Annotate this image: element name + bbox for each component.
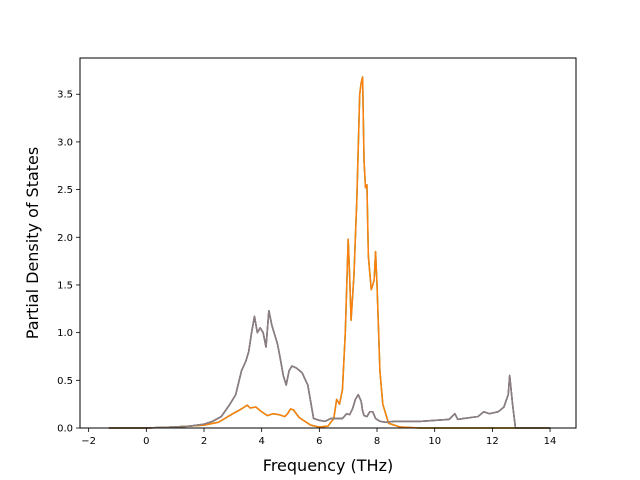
x-tick-label: 6 [316,436,322,447]
series-line-3 [108,76,551,429]
series-layer [108,76,551,429]
x-tick-label: 10 [428,436,441,447]
y-axis-label: Partial Density of States [23,147,42,339]
x-tick-label: 4 [258,436,264,447]
x-tick-label: 0 [143,436,149,447]
y-tick-label: 0.5 [57,376,73,387]
y-tick-label: 1.0 [57,328,73,339]
y-tick-label: 1.5 [57,280,73,291]
x-tick-label: −2 [81,436,96,447]
x-axis-label: Frequency (THz) [263,456,393,475]
y-tick-label: 0.0 [57,424,73,435]
x-tick-label: 2 [201,436,207,447]
y-axis: 0.0 0.5 1.0 1.5 2.0 2.5 3.0 3.5 [57,90,80,435]
x-tick-label: 14 [544,436,557,447]
x-axis: −2 0 2 4 6 8 10 12 14 [81,428,556,447]
series-line-4 [108,309,551,429]
x-tick-label: 8 [374,436,380,447]
plot-frame [79,57,577,429]
y-tick-label: 2.0 [57,233,73,244]
y-tick-label: 3.0 [57,137,73,148]
y-tick-label: 2.5 [57,185,73,196]
y-tick-label: 3.5 [57,90,73,101]
x-tick-label: 12 [486,436,499,447]
